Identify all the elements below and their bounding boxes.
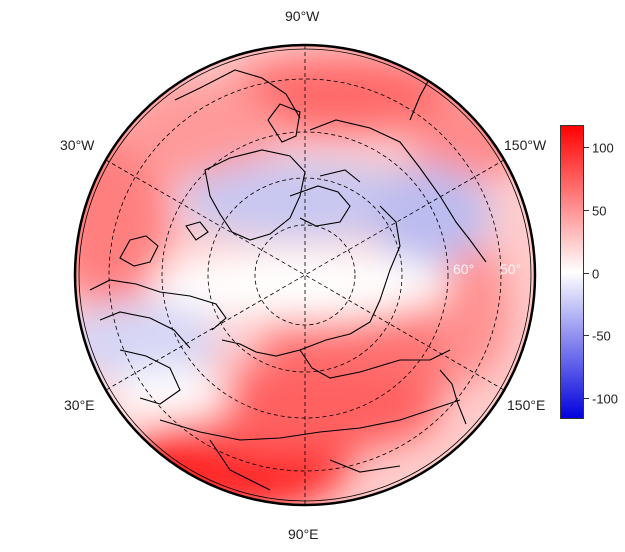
lon-label-upper-right: 150°W: [504, 137, 547, 153]
colorbar: [560, 125, 584, 419]
lat-label-60: 60°: [453, 261, 475, 277]
iceland-coast: [185, 221, 209, 241]
alaska-coast: [349, 205, 401, 335]
lat-label-50: 50°: [500, 261, 522, 277]
colorbar-label: 50: [592, 203, 607, 219]
map-inner-border: [78, 48, 532, 502]
colorbar-tick: [584, 398, 589, 399]
japan-coast: [439, 369, 467, 425]
colorbar-label: 100: [592, 140, 614, 156]
colorbar-label: -50: [592, 328, 611, 344]
graticule: [105, 45, 505, 505]
colorbar-tick: [584, 335, 589, 336]
siberia-coast: [221, 333, 451, 379]
lon-label-upper-left: 30°W: [60, 137, 95, 153]
colorbar-tick: [584, 147, 589, 148]
lon-label-lower-right: 150°E: [507, 397, 546, 413]
map-border: [73, 43, 537, 507]
lon-label-top: 90°W: [285, 8, 320, 24]
scandinavia-coast: [119, 235, 159, 267]
lon-label-lower-left: 30°E: [64, 397, 95, 413]
colorbar-label: 0: [592, 266, 600, 282]
colorbar-gradient: [560, 125, 584, 419]
colorbar-tick: [584, 273, 589, 274]
colorbar-tick: [584, 210, 589, 211]
lon-label-bottom: 90°E: [288, 526, 319, 542]
greenland-coast: [204, 149, 306, 241]
colorbar-label: -100: [592, 391, 619, 407]
